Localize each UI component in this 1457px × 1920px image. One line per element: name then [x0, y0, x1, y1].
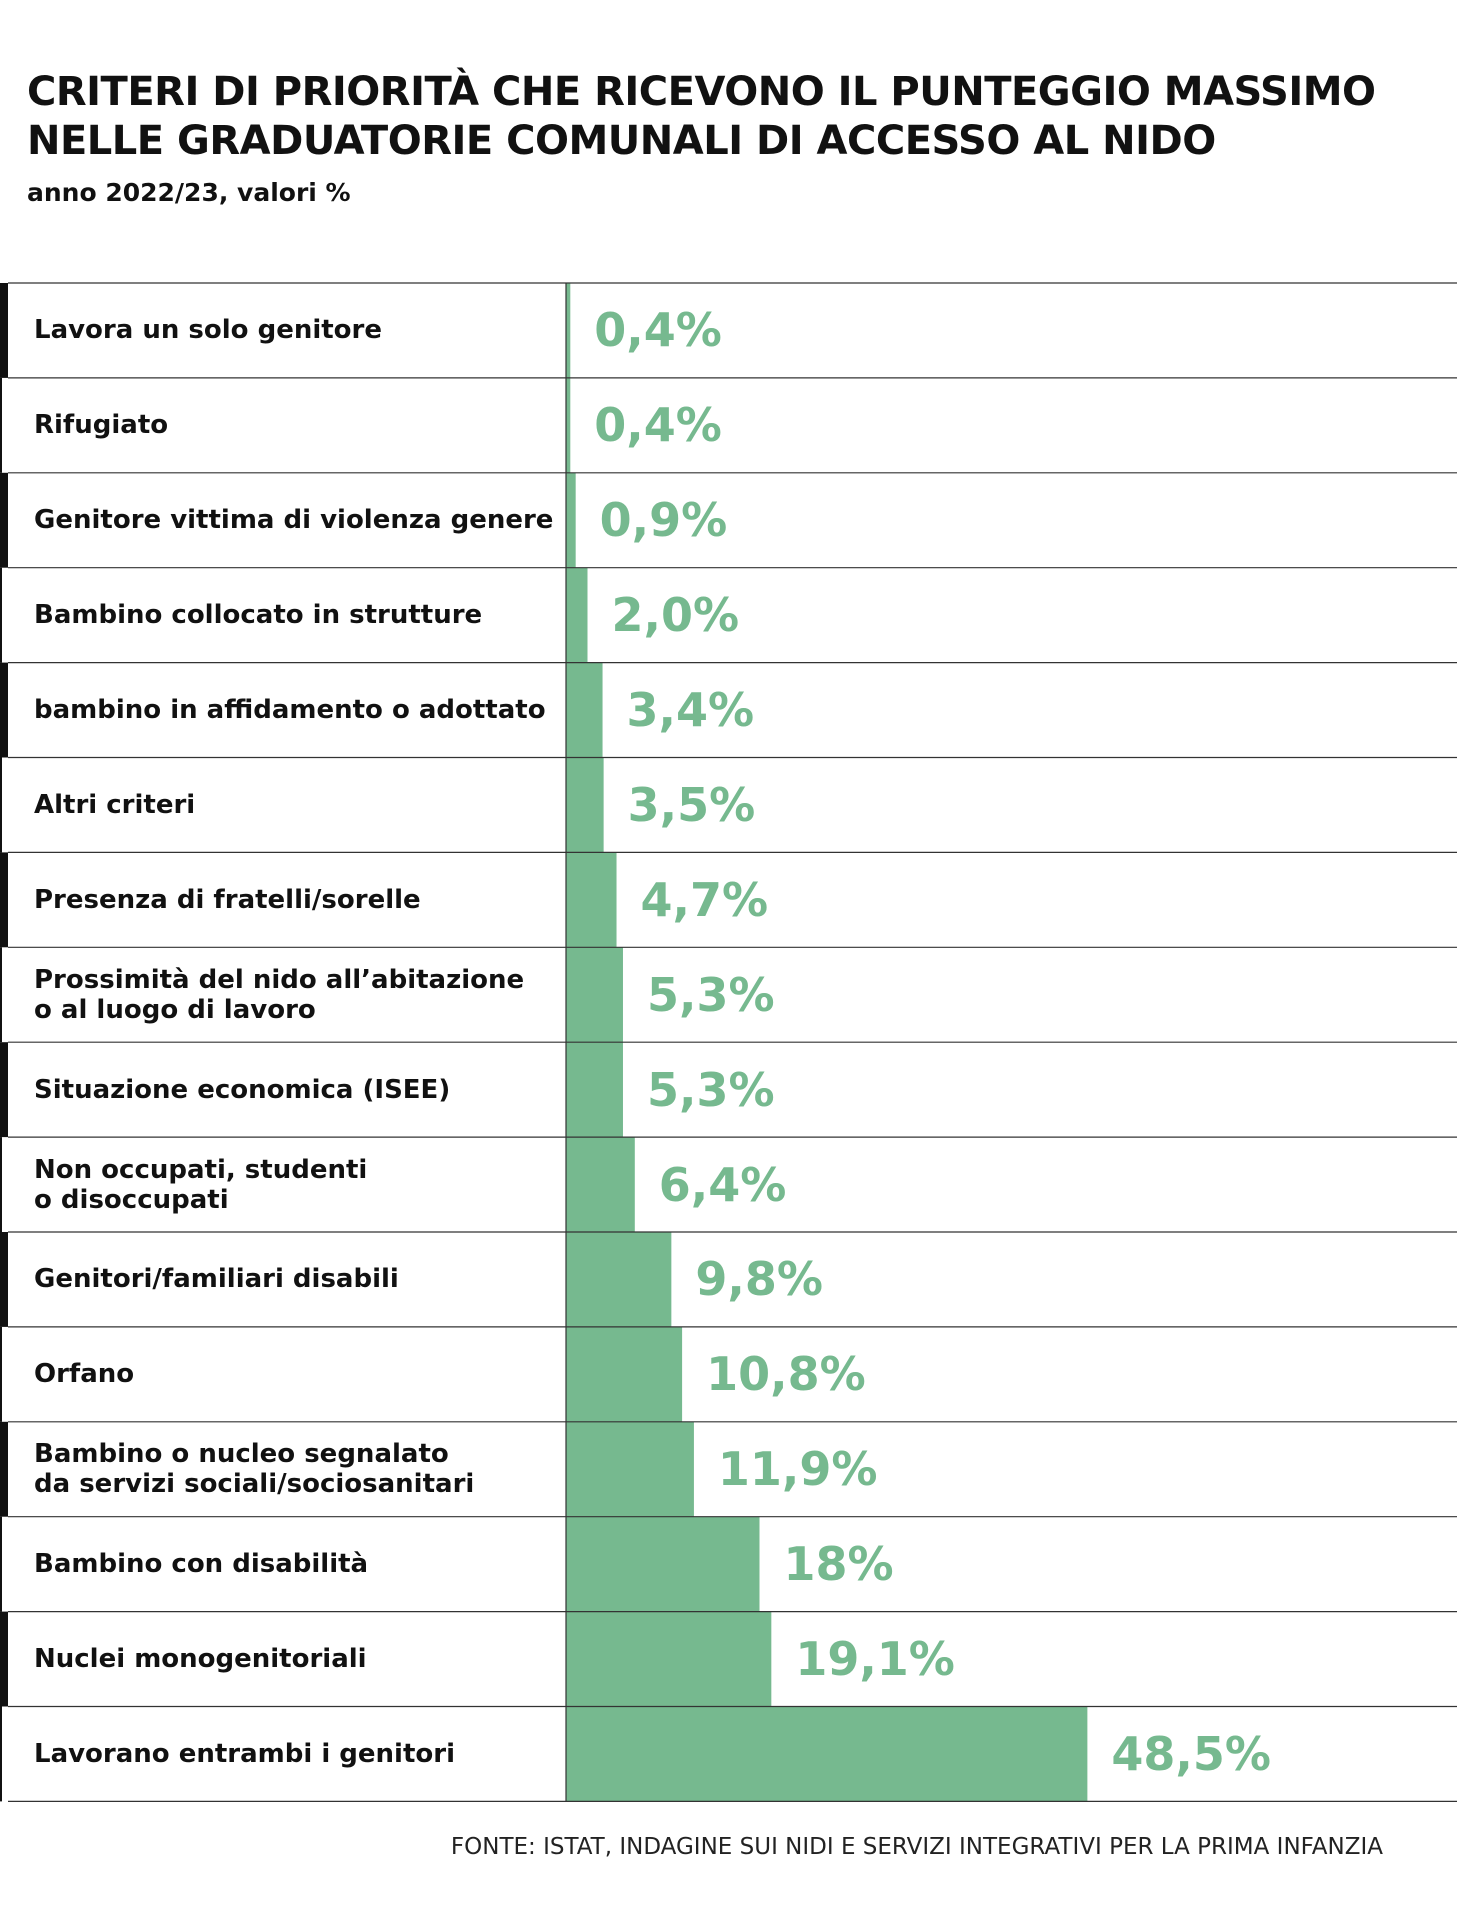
value-label: 9,8%	[695, 1252, 823, 1307]
bar	[566, 1326, 683, 1422]
value-label: 0,4%	[594, 303, 722, 358]
category-label: Genitore vittima di violenza genere	[34, 505, 554, 536]
row-marker	[0, 852, 8, 948]
category-label: Rifugiato	[34, 410, 169, 441]
bar	[566, 852, 617, 948]
value-label: 3,5%	[627, 777, 756, 832]
bar	[566, 472, 576, 568]
category-label: Lavorano entrambi i genitori	[34, 1738, 455, 1769]
category-label: Bambino con disabilità	[34, 1549, 369, 1580]
category-label: Orfano	[34, 1359, 135, 1390]
bar	[566, 662, 603, 758]
row-marker	[0, 1232, 8, 1327]
value-label: 11,9%	[717, 1442, 878, 1497]
bar	[566, 567, 588, 663]
row-marker	[0, 947, 2, 1043]
value-label: 10,8%	[706, 1347, 866, 1402]
category-label: Prossimità del nido all’abitazione o al …	[34, 964, 525, 1025]
bar	[566, 1611, 772, 1707]
category-label: bambino in affidamento o adottato	[34, 695, 546, 726]
row-marker	[0, 1706, 2, 1802]
chart-subtitle: anno 2022/23, valori %	[27, 178, 351, 207]
category-label: Bambino o nucleo segnalato da servizi so…	[34, 1439, 475, 1500]
row-marker	[0, 662, 8, 758]
row-marker	[0, 567, 2, 663]
bar	[566, 377, 571, 473]
category-label: Non occupati, studenti o disoccupati	[34, 1154, 368, 1215]
value-label: 0,4%	[594, 398, 722, 453]
value-label: 18%	[783, 1537, 894, 1592]
value-label: 5,3%	[646, 1062, 775, 1117]
row-marker	[0, 1042, 8, 1138]
row-marker	[0, 377, 2, 473]
value-label: 48,5%	[1111, 1726, 1271, 1781]
row-marker	[0, 283, 8, 378]
bar	[566, 283, 571, 378]
value-label: 5,3%	[646, 967, 775, 1022]
category-label: Altri criteri	[34, 789, 196, 820]
value-label: 0,9%	[599, 493, 728, 548]
bar	[566, 1421, 694, 1517]
value-label: 6,4%	[658, 1157, 787, 1212]
bar	[566, 947, 623, 1043]
category-label: Lavora un solo genitore	[34, 315, 382, 346]
value-label: 3,4%	[626, 683, 755, 738]
value-label: 2,0%	[611, 588, 740, 643]
bar	[566, 1232, 672, 1327]
category-label: Nuclei monogenitoriali	[34, 1644, 367, 1675]
category-label: Situazione economica (ISEE)	[34, 1074, 451, 1105]
row-marker	[0, 1326, 2, 1422]
bar	[566, 1042, 623, 1138]
row-marker	[0, 1137, 2, 1232]
row-marker	[0, 1421, 8, 1517]
value-label: 4,7%	[640, 872, 769, 927]
category-label: Genitori/familiari disabili	[34, 1264, 399, 1295]
value-label: 19,1%	[795, 1632, 955, 1687]
bar	[566, 1137, 635, 1232]
bar	[566, 1706, 1088, 1802]
row-marker	[0, 757, 2, 853]
source-note: FONTE: ISTAT, INDAGINE SUI NIDI E SERVIZ…	[450, 1834, 1383, 1860]
row-marker	[0, 1516, 2, 1612]
category-label: Bambino collocato in strutture	[34, 600, 483, 631]
category-label: Presenza di fratelli/sorelle	[34, 884, 421, 915]
chart-title: CRITERI DI PRIORITÀ CHE RICEVONO IL PUNT…	[27, 69, 1376, 164]
row-marker	[0, 1611, 8, 1707]
bar	[566, 757, 604, 853]
row-marker	[0, 472, 8, 568]
bar	[566, 1516, 760, 1612]
